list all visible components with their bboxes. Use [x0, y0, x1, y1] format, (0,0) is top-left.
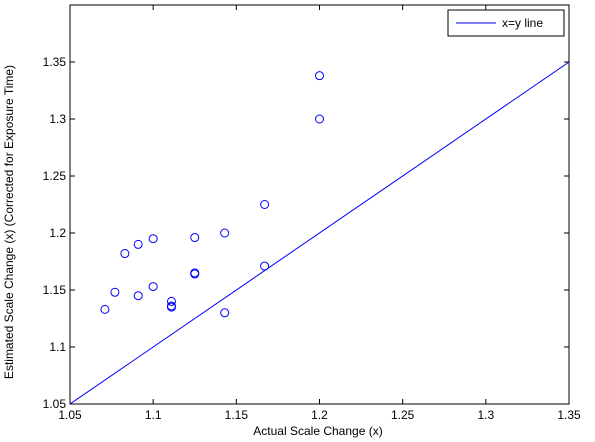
y-axis-label: Estimated Scale Change (x) (Corrected fo…	[2, 65, 16, 379]
xy-reference-line	[70, 61, 569, 404]
scatter-point	[190, 269, 200, 279]
x-tick-label: 1.1	[145, 408, 162, 422]
legend: x=y line	[447, 9, 565, 37]
scatter-point	[315, 114, 324, 124]
x-axis-label: Actual Scale Change (x)	[253, 424, 382, 438]
scatter-point	[260, 200, 270, 209]
plot-area	[69, 4, 570, 405]
x-tick-label: 1.3	[477, 408, 494, 422]
y-tick-label: 1.05	[43, 397, 67, 411]
scatter-point	[100, 304, 110, 314]
scatter-point	[148, 282, 158, 292]
scatter-point	[315, 71, 324, 81]
x-tick-label: 1.2	[311, 408, 328, 422]
scatter-point	[220, 228, 230, 238]
scatter-point	[110, 287, 120, 297]
x-tick-label: 1.05	[58, 408, 82, 422]
y-tick-label: 1.25	[43, 169, 67, 183]
x-axis-ticks: 1.05 1.1 1.15 1.2 1.25 1.3 1.35	[58, 5, 581, 422]
y-tick-label: 1.2	[49, 226, 66, 240]
axes-box	[69, 4, 570, 405]
legend-label-xy-line: x=y line	[502, 16, 543, 30]
y-tick-label: 1.35	[43, 55, 67, 69]
scatter-point	[120, 249, 130, 259]
data-series	[70, 61, 569, 404]
scatter-point	[133, 291, 143, 301]
y-tick-label: 1.3	[49, 112, 66, 126]
scatter-point	[166, 296, 176, 306]
y-tick-label: 1.15	[43, 283, 67, 297]
x-tick-label: 1.25	[391, 408, 415, 422]
scatter-point	[190, 233, 200, 243]
scatter-point	[166, 302, 176, 312]
scatter-point	[133, 239, 143, 249]
scatter-point	[220, 308, 230, 318]
scatter-point	[148, 234, 158, 244]
x-tick-label: 1.35	[557, 408, 581, 422]
y-tick-label: 1.1	[49, 340, 66, 354]
x-tick-label: 1.15	[225, 408, 249, 422]
y-axis-ticks: 1.05 1.1 1.15 1.2 1.25 1.3 1.35	[43, 55, 569, 411]
